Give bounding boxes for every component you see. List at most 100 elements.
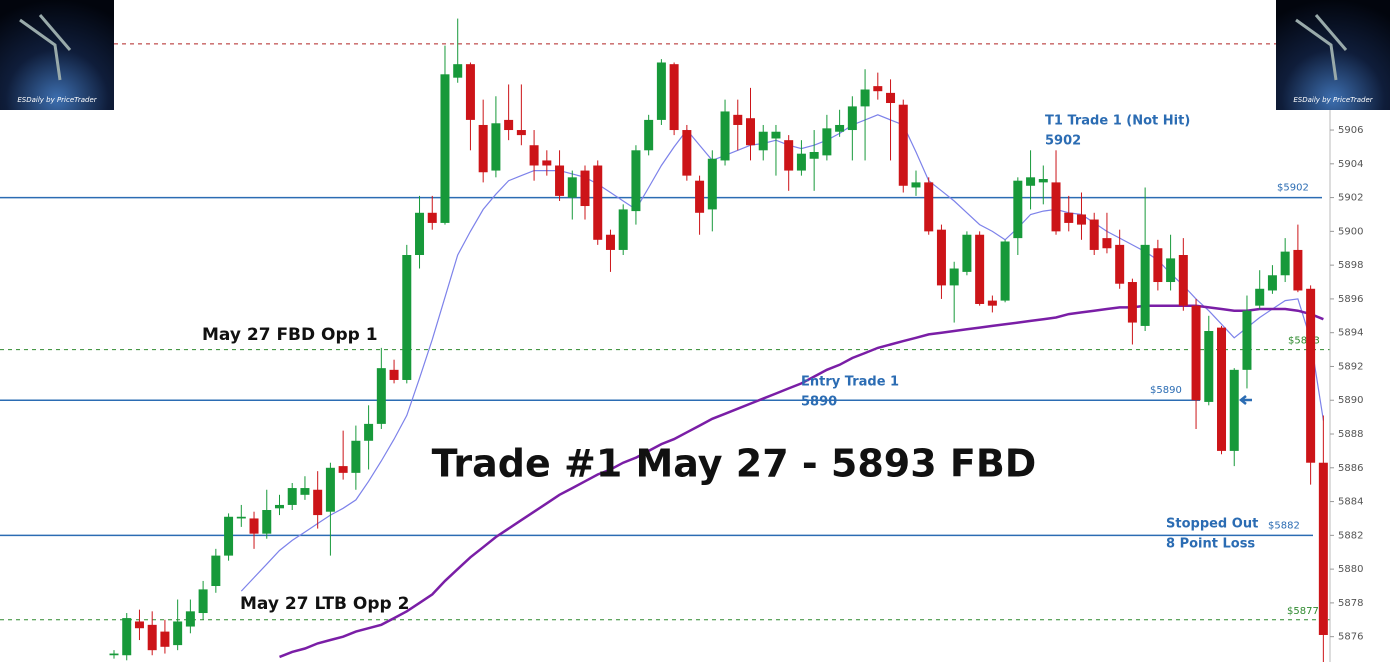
y-tick-label: 5878 <box>1338 598 1363 609</box>
candle-body <box>949 268 959 286</box>
y-tick-label: 5888 <box>1338 429 1363 440</box>
y-tick-label: 5876 <box>1338 632 1363 643</box>
candle-body <box>669 64 679 131</box>
candle-body <box>1000 241 1010 301</box>
y-tick-label: 5890 <box>1338 395 1363 406</box>
candle-body <box>1051 182 1061 232</box>
candle-body <box>1318 462 1328 635</box>
logo-icon <box>1295 14 1348 81</box>
candle-body <box>860 89 870 107</box>
annotation: May 27 LTB Opp 2 <box>240 594 409 614</box>
candle-body <box>962 234 972 272</box>
candle-body <box>1217 327 1227 451</box>
candle-body <box>707 158 717 210</box>
candle-body <box>873 86 883 92</box>
candle-body <box>618 209 628 250</box>
candle-body <box>847 106 857 131</box>
logo-text: ESDaily by PriceTrader <box>1293 96 1373 104</box>
annotation: T1 Trade 1 (Not Hit) <box>1045 114 1190 129</box>
price-axis: 5876 5878 5880 5882 5884 5886 5888 5890 5892 5894… <box>1329 110 1363 662</box>
levels: $5902 $5893 $5890 $5882 $5877 <box>0 43 1330 621</box>
candle-body <box>758 131 768 151</box>
candle-body <box>173 621 183 646</box>
candle-body <box>224 516 234 556</box>
candle-body <box>325 467 335 512</box>
level-label: $5877 <box>1287 606 1319 617</box>
candle-body <box>198 589 208 614</box>
candle-body <box>796 153 806 171</box>
logo-text: ESDaily by PriceTrader <box>17 96 97 104</box>
candle-body <box>249 518 259 534</box>
candle-body <box>160 631 170 647</box>
y-tick-label: 5894 <box>1338 328 1363 339</box>
candle-body <box>504 119 514 131</box>
candle-body <box>733 114 743 125</box>
candle-body <box>975 234 985 304</box>
level-label: $5902 <box>1277 183 1309 194</box>
candle-body <box>389 369 399 380</box>
annotation: 8 Point Loss <box>1166 537 1255 552</box>
y-tick-label: 5884 <box>1338 497 1363 508</box>
candle-body <box>376 368 386 424</box>
candle-body <box>1089 219 1099 250</box>
candle-body <box>644 119 654 151</box>
y-tick-label: 5886 <box>1338 463 1363 474</box>
candle-body <box>784 140 794 171</box>
candle-body <box>1153 248 1163 283</box>
candle-body <box>1191 305 1201 401</box>
candle-body <box>631 150 641 212</box>
candles <box>109 18 1328 662</box>
candle-body <box>185 611 195 627</box>
y-tick-label: 5902 <box>1338 193 1363 204</box>
candle-body <box>313 489 323 516</box>
y-tick-label: 5904 <box>1338 159 1363 170</box>
candle-body <box>478 124 488 173</box>
candle-body <box>236 516 246 519</box>
candle-body <box>440 74 450 223</box>
candle-body <box>287 488 297 505</box>
entry-arrow <box>1238 395 1252 405</box>
candle-body <box>516 130 526 136</box>
annotation: Stopped Out <box>1166 517 1258 532</box>
annotation: Entry Trade 1 <box>801 375 899 390</box>
candle-body <box>924 182 934 232</box>
candle-body <box>695 180 705 213</box>
candle-body <box>911 182 921 188</box>
candle-body <box>1140 244 1150 326</box>
candle-body <box>491 123 501 171</box>
candle-body <box>351 440 361 473</box>
candle-body <box>453 64 463 78</box>
y-tick-label: 5882 <box>1338 530 1363 541</box>
candle-body <box>835 124 845 132</box>
candle-body <box>605 234 615 250</box>
candle-body <box>1038 179 1048 183</box>
candle-body <box>1026 177 1036 186</box>
candle-body <box>415 212 425 256</box>
candle-body <box>1306 288 1316 463</box>
candle-body <box>262 510 272 534</box>
candle-body <box>134 621 144 629</box>
candle-body <box>898 104 908 186</box>
y-tick-label: 5896 <box>1338 294 1363 305</box>
candle-body <box>936 229 946 286</box>
candle-body <box>402 255 412 380</box>
candle-body <box>427 212 437 223</box>
candle-body <box>338 466 348 473</box>
candle-body <box>1064 212 1074 223</box>
candle-body <box>465 64 475 120</box>
candle-body <box>122 618 132 656</box>
candle-body <box>1013 180 1023 239</box>
candle-body <box>809 151 819 159</box>
candle-body <box>1115 244 1125 284</box>
candle-body <box>656 62 666 120</box>
candle-body <box>147 624 157 651</box>
candle-body <box>682 130 692 176</box>
candle-body <box>1204 331 1214 402</box>
annotation: 5890 <box>801 395 837 410</box>
candle-body <box>1255 288 1265 306</box>
candle-body <box>1102 238 1112 249</box>
candle-body <box>555 165 565 196</box>
candle-body <box>274 504 284 509</box>
level-label: $5890 <box>1150 385 1182 396</box>
